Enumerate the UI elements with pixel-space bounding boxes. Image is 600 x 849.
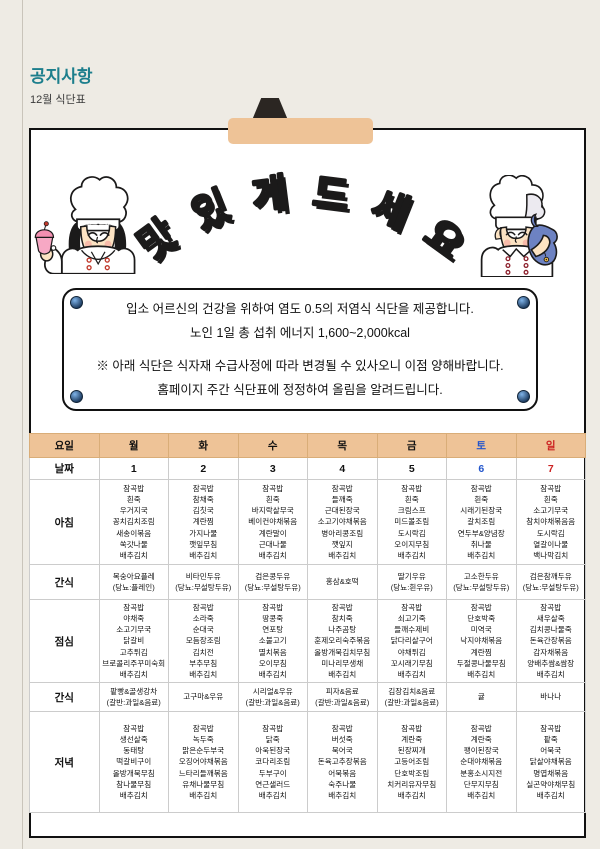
svg-text:요: 요 xyxy=(416,211,471,268)
svg-text:게: 게 xyxy=(249,171,290,219)
svg-text:드: 드 xyxy=(310,171,351,219)
svg-text:맛: 맛 xyxy=(130,211,185,268)
